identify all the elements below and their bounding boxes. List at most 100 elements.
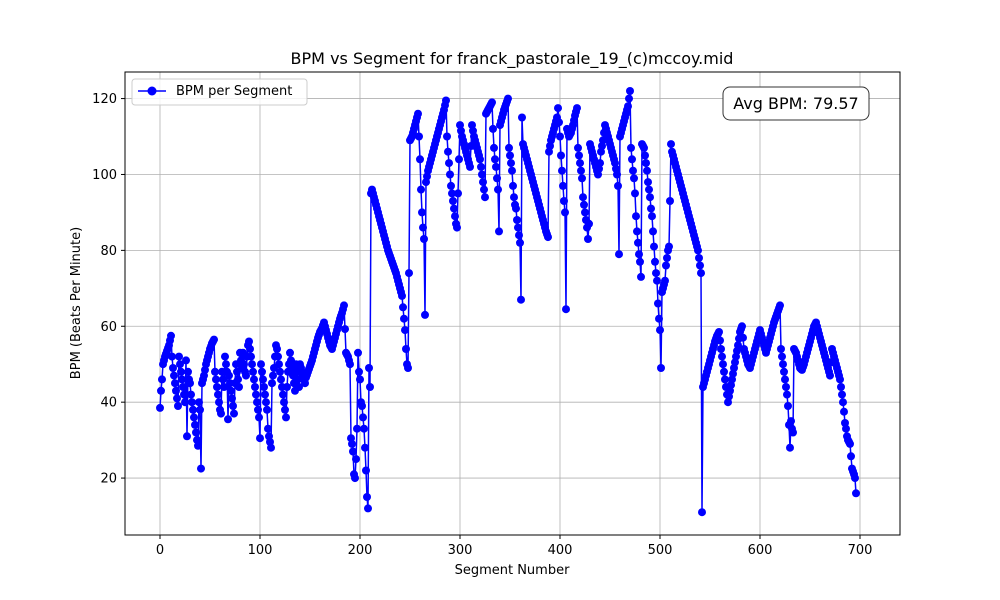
data-point: [249, 367, 257, 376]
legend-box: [131, 78, 308, 106]
data-point: [562, 305, 570, 314]
data-point: [349, 447, 357, 456]
data-point: [361, 443, 369, 452]
data-point: [479, 178, 487, 187]
data-point: [786, 443, 794, 452]
data-point: [512, 204, 520, 213]
data-point: [183, 432, 191, 441]
data-point: [490, 143, 498, 152]
data-point: [157, 386, 165, 395]
data-point: [559, 181, 567, 190]
data-point: [721, 375, 729, 384]
data-point: [224, 415, 232, 424]
data-point: [514, 223, 522, 232]
data-point: [247, 352, 255, 361]
data-point: [248, 360, 256, 369]
data-point: [665, 242, 673, 251]
data-point: [649, 227, 657, 236]
data-point: [360, 424, 368, 433]
data-point: [225, 371, 233, 380]
data-point: [449, 197, 457, 205]
data-point: [196, 405, 204, 414]
y-tick-label: 100: [92, 168, 117, 183]
data-point: [734, 341, 742, 350]
data-point: [212, 375, 220, 384]
data-point: [358, 402, 366, 410]
data-point: [476, 155, 484, 164]
data-point: [451, 212, 459, 221]
data-point: [355, 367, 363, 376]
data-point: [578, 174, 586, 183]
x-axis-label: Segment Number: [455, 563, 571, 578]
data-point: [518, 113, 526, 122]
data-point: [184, 367, 192, 376]
y-tick-label: 40: [100, 396, 117, 411]
data-point: [191, 420, 199, 429]
data-point: [544, 233, 552, 242]
data-point: [168, 352, 176, 361]
data-point: [217, 409, 225, 418]
data-point: [352, 455, 360, 464]
data-point: [273, 345, 281, 353]
data-point: [242, 371, 250, 380]
data-point: [158, 375, 166, 384]
data-point: [263, 405, 271, 414]
data-point: [780, 367, 788, 376]
data-point: [178, 375, 186, 384]
data-point: [719, 360, 727, 369]
data-point: [836, 375, 844, 384]
data-point: [558, 166, 566, 175]
data-point: [493, 174, 501, 183]
data-point: [262, 398, 270, 407]
data-point: [180, 390, 188, 399]
chart-title: BPM vs Segment for franck_pastorale_19_(…: [291, 49, 734, 69]
data-point: [653, 276, 661, 285]
data-point: [495, 227, 503, 236]
data-point: [846, 439, 854, 448]
data-point: [261, 390, 269, 399]
data-point: [629, 166, 637, 175]
data-point: [414, 109, 422, 118]
data-point: [420, 235, 428, 243]
data-point: [577, 166, 585, 175]
data-point: [188, 398, 196, 407]
data-point: [192, 428, 200, 437]
data-point: [190, 413, 198, 422]
data-point: [777, 345, 785, 353]
data-point: [488, 98, 496, 107]
data-point: [398, 291, 406, 300]
data-point: [445, 159, 453, 168]
data-point: [252, 390, 260, 399]
data-point: [363, 493, 371, 501]
data-point: [556, 132, 564, 141]
data-point: [404, 364, 412, 372]
data-point: [646, 193, 654, 202]
data-point: [481, 193, 489, 202]
data-point: [510, 193, 518, 202]
axes-frame: [124, 71, 901, 536]
data-point: [738, 322, 746, 331]
data-point: [644, 178, 652, 187]
data-point: [364, 504, 372, 513]
data-point: [491, 155, 499, 164]
data-point: [187, 390, 195, 399]
data-point: [581, 208, 589, 217]
data-point: [630, 174, 638, 183]
data-point: [508, 166, 516, 175]
data-point: [783, 390, 791, 399]
data-point: [354, 348, 362, 357]
data-point: [554, 104, 562, 113]
data-point: [275, 360, 283, 369]
data-point: [637, 272, 645, 281]
data-point: [778, 352, 786, 361]
data-point: [282, 413, 290, 422]
data-point: [415, 132, 423, 141]
data-point: [182, 356, 190, 365]
data-point: [489, 124, 497, 133]
data-point: [176, 360, 184, 369]
data-point: [259, 375, 267, 384]
data-point: [421, 310, 429, 319]
x-tick-label: 600: [748, 543, 773, 558]
data-point: [839, 398, 847, 407]
data-point: [647, 204, 655, 213]
